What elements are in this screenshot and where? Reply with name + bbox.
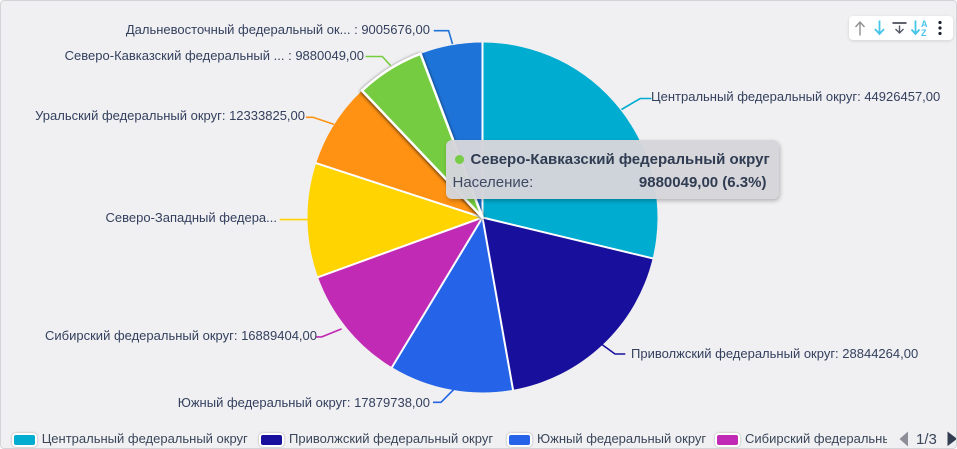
svg-text:A: A [921,19,928,29]
svg-text:Z: Z [921,28,927,38]
